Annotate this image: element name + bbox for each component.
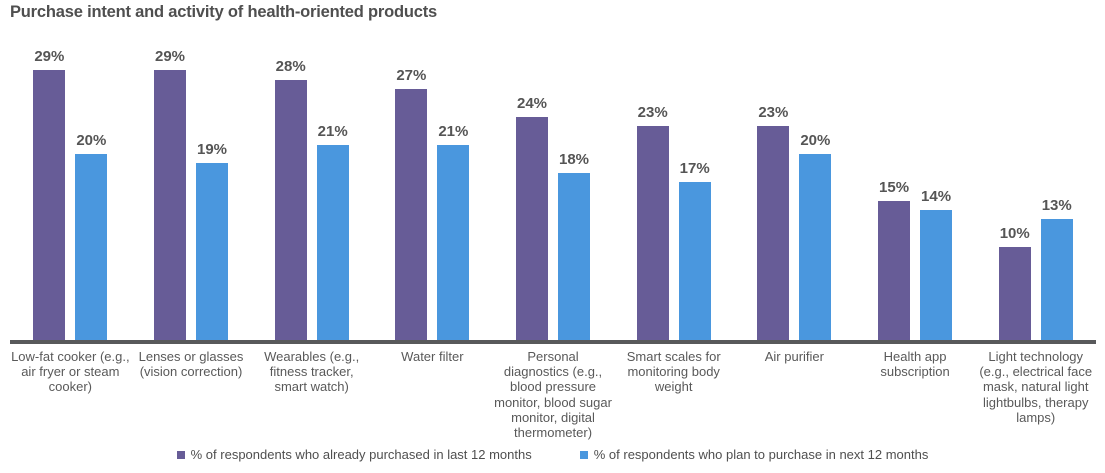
- bar-plan: [558, 172, 591, 340]
- bar-value-label: 14%: [921, 187, 952, 205]
- plot-area: 29% 20% 29% 19% 28% 21% 27% 21% 24% 18% 23% 17% 23% 2…: [10, 40, 1096, 344]
- barcol-plan: 13%: [1040, 197, 1073, 340]
- barcol-purchased: 27%: [395, 66, 428, 340]
- bar-value-label: 29%: [154, 48, 186, 66]
- barcol-purchased: 10%: [998, 225, 1031, 340]
- category-label: Water filter: [401, 349, 464, 364]
- barcol-plan: 21%: [316, 122, 349, 340]
- barcol-purchased: 23%: [636, 104, 669, 340]
- category-label: Personal diagnostics (e.g., blood pressu…: [494, 349, 612, 441]
- barcol-plan: 17%: [678, 159, 711, 340]
- bar-value-label: 23%: [758, 104, 789, 122]
- legend-item-purchased: % of respondents who already purchased i…: [176, 447, 532, 462]
- bar-value-label: 20%: [76, 132, 107, 149]
- bar-value-label: 21%: [317, 122, 348, 140]
- bar-purchased: [878, 200, 911, 340]
- barcol-plan: 14%: [920, 187, 953, 340]
- bar-purchased: [274, 79, 307, 340]
- legend-item-plan: % of respondents who plan to purchase in…: [579, 447, 929, 462]
- category-label: Lenses or glasses (vision correction): [138, 349, 244, 380]
- bar-value-label: 13%: [1041, 197, 1072, 215]
- barcol-purchased: 15%: [878, 178, 911, 340]
- barcol-plan: 19%: [196, 141, 228, 340]
- barcol-plan: 21%: [437, 122, 470, 340]
- bar-plan: [316, 144, 349, 340]
- bar-value-label: 27%: [396, 66, 427, 84]
- chart-group: 15% 14%: [855, 40, 976, 340]
- chart-group: 29% 20%: [10, 40, 131, 340]
- chart-group: 23% 17%: [613, 40, 734, 340]
- bar-purchased: [33, 70, 66, 340]
- bar-plan: [1040, 219, 1073, 340]
- legend-swatch-plan: [579, 450, 588, 459]
- bar-value-label: 23%: [637, 104, 668, 122]
- bar-value-label: 28%: [275, 57, 306, 75]
- barcol-purchased: 29%: [33, 48, 66, 340]
- barcol-purchased: 24%: [516, 94, 549, 340]
- chart-group: 10% 13%: [975, 40, 1096, 340]
- bar-value-label: 18%: [559, 150, 590, 168]
- barcol-purchased: 29%: [154, 48, 186, 340]
- bar-value-label: 17%: [679, 159, 710, 177]
- category-label: Light technology (e.g., electrical face …: [979, 349, 1093, 425]
- legend-swatch-purchased: [176, 450, 185, 459]
- legend-label: % of respondents who already purchased i…: [190, 447, 532, 462]
- chart-legend: % of respondents who already purchased i…: [0, 447, 1105, 462]
- chart-group: 24% 18%: [493, 40, 614, 340]
- bar-value-label: 15%: [879, 178, 910, 196]
- bar-plan: [678, 181, 711, 340]
- barcol-purchased: 28%: [274, 57, 307, 340]
- bar-value-label: 10%: [999, 225, 1030, 242]
- bar-purchased: [154, 70, 186, 340]
- bar-purchased: [998, 247, 1031, 340]
- bar-plan: [196, 163, 228, 340]
- category-label: Low-fat cooker (e.g., air fryer or steam…: [11, 349, 130, 395]
- barcol-plan: 20%: [75, 132, 108, 340]
- chart-group: 28% 21%: [251, 40, 372, 340]
- bar-value-label: 19%: [196, 141, 228, 159]
- bar-plan: [437, 144, 470, 340]
- bar-purchased: [516, 116, 549, 340]
- bar-value-label: 24%: [517, 94, 548, 112]
- bar-value-label: 20%: [800, 132, 831, 149]
- legend-label: % of respondents who plan to purchase in…: [593, 447, 929, 462]
- chart-group: 23% 20%: [734, 40, 855, 340]
- bar-plan: [75, 154, 108, 340]
- bar-plan: [799, 154, 832, 340]
- bar-purchased: [395, 88, 428, 340]
- bar-value-label: 29%: [34, 48, 65, 66]
- barcol-plan: 18%: [558, 150, 591, 340]
- category-label: Smart scales for monitoring body weight: [626, 349, 721, 395]
- bar-value-label: 21%: [438, 122, 469, 140]
- bar-plan: [920, 209, 953, 340]
- bar-purchased: [757, 126, 790, 340]
- category-label: Wearables (e.g., fitness tracker, smart …: [264, 349, 360, 395]
- chart-title: Purchase intent and activity of health-o…: [10, 3, 438, 21]
- chart-group: 29% 19%: [131, 40, 252, 340]
- bar-purchased: [636, 126, 669, 340]
- category-label: Health app subscription: [880, 349, 950, 380]
- barcol-purchased: 23%: [757, 104, 790, 340]
- category-axis: Low-fat cooker (e.g., air fryer or steam…: [10, 349, 1096, 440]
- barcol-plan: 20%: [799, 132, 832, 340]
- chart-group: 27% 21%: [372, 40, 493, 340]
- category-label: Air purifier: [764, 349, 824, 364]
